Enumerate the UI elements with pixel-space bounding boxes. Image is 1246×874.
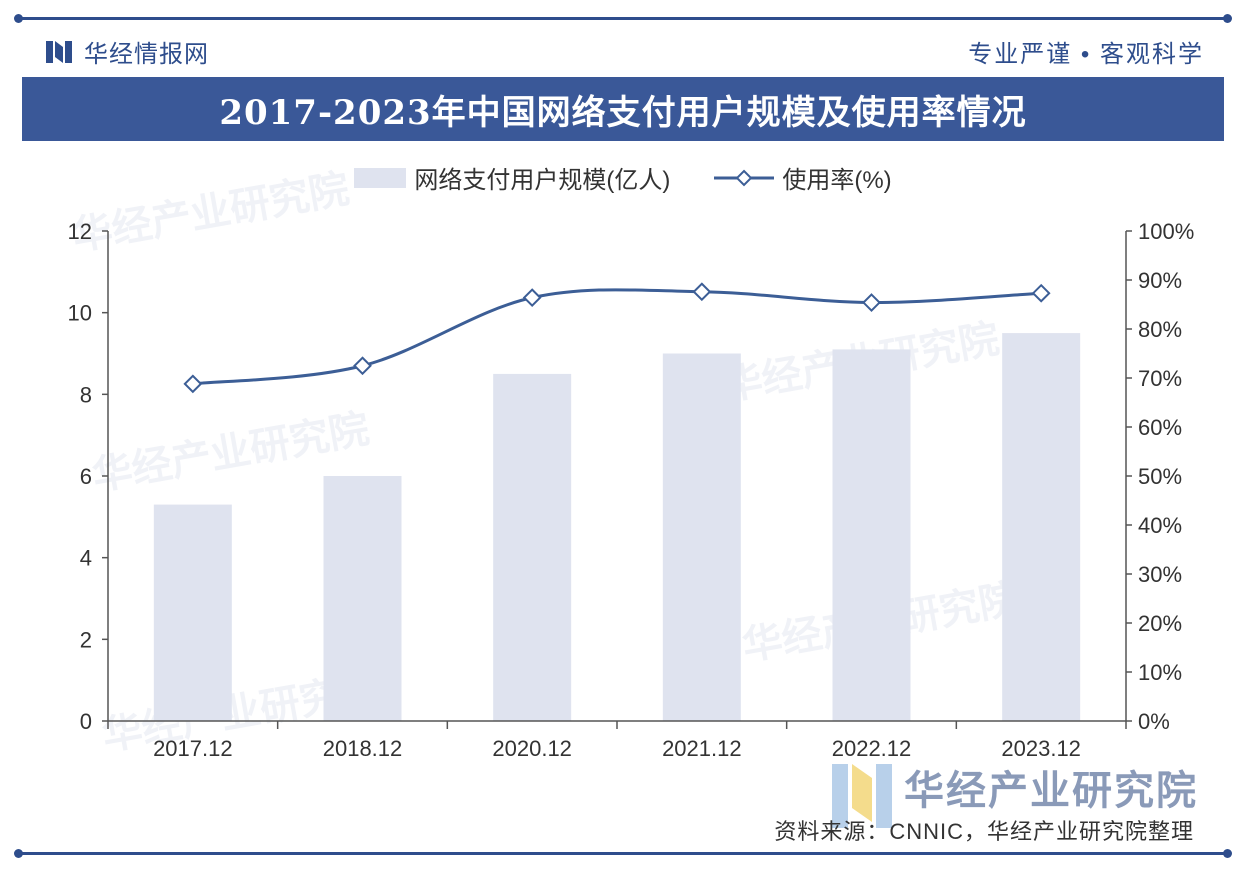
legend-line-label: 使用率(%) — [782, 167, 892, 194]
legend-item-bar: 网络支付用户规模(亿人) — [354, 160, 670, 195]
x-tick-label: 2022.12 — [832, 736, 912, 761]
y-right-tick-label: 80% — [1138, 317, 1182, 342]
y-left-tick-label: 12 — [68, 219, 92, 244]
slogan: 专业严谨 • 客观科学 — [968, 41, 1204, 68]
usage-rate-point — [692, 282, 712, 302]
legend-bar-swatch — [354, 167, 407, 188]
y-left-tick-label: 10 — [68, 301, 92, 326]
usage-rate-point — [1031, 283, 1051, 303]
usage-rate-point — [862, 293, 881, 312]
brand-name: 华经情报网 — [84, 41, 209, 68]
x-tick-label: 2017.12 — [153, 736, 233, 761]
source-note: 资料来源：CNNIC，华经产业研究院整理 — [774, 819, 1194, 844]
y-left-tick-label: 0 — [80, 709, 92, 734]
brand: 华经情报网 — [46, 34, 209, 69]
x-tick-label: 2021.12 — [662, 736, 742, 761]
chart-legend: 网络支付用户规模(亿人) 使用率(%) — [0, 160, 1246, 195]
y-right-tick-label: 20% — [1138, 611, 1182, 636]
top-rule — [14, 14, 1232, 23]
y-right-tick-label: 50% — [1138, 464, 1182, 489]
y-right-tick-label: 10% — [1138, 660, 1182, 685]
legend-bar-label: 网络支付用户规模(亿人) — [414, 167, 671, 194]
y-right-tick-label: 30% — [1138, 562, 1182, 587]
x-tick-label: 2020.12 — [492, 736, 572, 761]
bar — [1002, 333, 1081, 721]
bar — [832, 349, 911, 721]
bar — [323, 476, 402, 721]
y-left-tick-label: 2 — [80, 627, 92, 652]
usage-rate-point — [183, 374, 203, 394]
bar — [493, 373, 572, 721]
title-bar: 2017-2023年中国网络支付用户规模及使用率情况 — [22, 77, 1224, 141]
footer-logo-icon — [832, 764, 892, 828]
y-left-tick-label: 4 — [80, 546, 92, 571]
y-right-tick-label: 60% — [1138, 415, 1182, 440]
y-right-tick-label: 90% — [1138, 268, 1182, 293]
chart-title: 2017-2023年中国网络支付用户规模及使用率情况 — [219, 92, 1027, 133]
bar — [153, 504, 232, 721]
bottom-rule — [14, 849, 1232, 858]
y-left-tick-label: 6 — [80, 464, 92, 489]
legend-line-swatch — [714, 169, 775, 186]
bar — [662, 353, 741, 721]
usage-rate-point — [353, 356, 372, 376]
y-right-tick-label: 40% — [1138, 513, 1182, 538]
y-right-tick-label: 70% — [1138, 366, 1182, 391]
x-tick-label: 2023.12 — [1001, 736, 1081, 761]
y-right-tick-label: 100% — [1138, 219, 1194, 244]
legend-item-line: 使用率(%) — [714, 160, 892, 195]
usage-rate-point — [522, 288, 542, 308]
usage-rate-line — [192, 288, 1042, 386]
brand-logo-icon — [46, 40, 72, 63]
y-right-tick-label: 0% — [1138, 709, 1170, 734]
y-left-tick-label: 8 — [80, 382, 92, 407]
x-tick-label: 2018.12 — [323, 736, 403, 761]
footer-org-name: 华经产业研究院 — [904, 769, 1198, 813]
